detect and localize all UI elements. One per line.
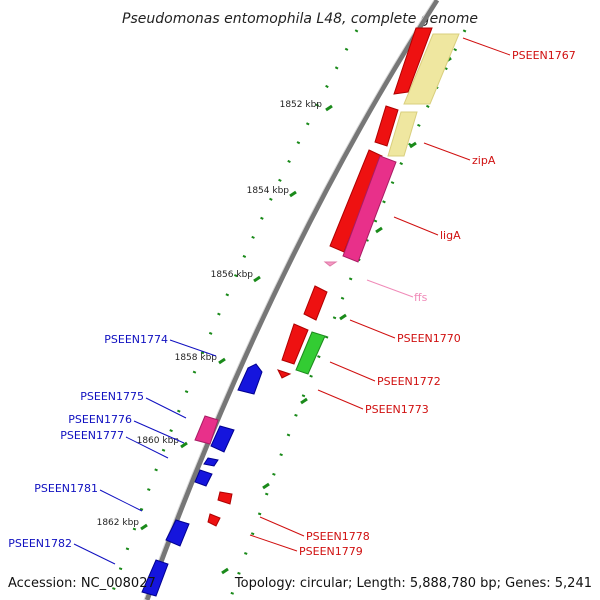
tick-label: 1852 kbp bbox=[280, 100, 323, 110]
gene-psee1780[interactable] bbox=[194, 469, 213, 487]
inner-scale-ring bbox=[108, 29, 359, 600]
leader-line bbox=[99, 489, 143, 512]
gene-label[interactable]: ligA bbox=[440, 229, 461, 242]
gene-zipA[interactable] bbox=[374, 105, 399, 147]
tick-mark bbox=[339, 313, 347, 321]
gene-label[interactable]: PSEEN1770 bbox=[397, 332, 461, 345]
tick-mark bbox=[409, 141, 417, 149]
gene-psee1772[interactable] bbox=[281, 323, 309, 365]
tick-label: 1854 kbp bbox=[247, 186, 290, 196]
gene-psee1774[interactable] bbox=[237, 363, 263, 395]
tick-mark bbox=[180, 441, 188, 449]
gene-psee1773[interactable] bbox=[277, 369, 292, 379]
map-title: Pseudomonas entomophila L48, complete ge… bbox=[122, 11, 478, 27]
leader-line bbox=[249, 534, 298, 552]
gene-feature[interactable] bbox=[387, 111, 418, 157]
forward-cds-track bbox=[207, 27, 433, 527]
gene-label[interactable]: PSEEN1772 bbox=[377, 375, 441, 388]
tick-mark bbox=[221, 567, 229, 575]
gene-label[interactable]: PSEEN1781 bbox=[34, 482, 98, 495]
topology-text: Topology: circular; Length: 5,888,780 bp… bbox=[234, 576, 592, 591]
leader-line bbox=[259, 516, 305, 537]
tick-mark bbox=[289, 190, 297, 198]
gene-psee1781[interactable] bbox=[165, 519, 190, 547]
reverse-leader-lines bbox=[73, 339, 217, 565]
leader-line bbox=[145, 397, 187, 419]
tick-mark bbox=[140, 523, 148, 531]
gene-label[interactable]: zipA bbox=[472, 154, 496, 167]
gene-psee1776[interactable] bbox=[210, 425, 235, 453]
gene-pink-bar[interactable] bbox=[342, 155, 397, 263]
leader-line bbox=[169, 339, 217, 357]
gene-psee1777[interactable] bbox=[203, 457, 219, 467]
tick-label: 1858 kbp bbox=[175, 353, 218, 363]
gene-label[interactable]: PSEEN1775 bbox=[80, 390, 144, 403]
gene-psee1767[interactable] bbox=[393, 27, 433, 95]
tick-mark bbox=[300, 397, 308, 405]
gene-label[interactable]: PSEEN1773 bbox=[365, 403, 429, 416]
gene-label[interactable]: PSEEN1777 bbox=[60, 429, 124, 442]
leader-line bbox=[393, 216, 439, 236]
tick-mark bbox=[325, 104, 333, 112]
gene-label[interactable]: PSEEN1782 bbox=[8, 537, 72, 550]
genome-backbone-highlight bbox=[143, 0, 435, 600]
gene-green-bar[interactable] bbox=[295, 331, 326, 375]
scale-ticks: 1852 kbp 1854 kbp 1856 kbp 1858 kbp 1860… bbox=[97, 56, 452, 575]
outer-scale-ring bbox=[228, 29, 467, 600]
gene-label[interactable]: PSEEN1767 bbox=[512, 49, 576, 62]
reverse-cds-track bbox=[141, 363, 263, 597]
forward-leader-lines bbox=[249, 37, 511, 552]
leader-line bbox=[317, 389, 364, 410]
gene-label[interactable]: PSEEN1774 bbox=[104, 333, 168, 346]
leader-line bbox=[366, 279, 414, 298]
gene-label[interactable]: PSEEN1776 bbox=[68, 413, 132, 426]
tick-label: 1860 kbp bbox=[137, 436, 180, 446]
gene-psee1775[interactable] bbox=[194, 415, 219, 445]
gene-label[interactable]: ffs bbox=[414, 291, 428, 304]
leader-line bbox=[125, 436, 169, 459]
leader-line bbox=[133, 420, 185, 444]
tick-mark bbox=[253, 275, 261, 283]
gene-psee1778[interactable] bbox=[217, 491, 233, 505]
tick-label: 1856 kbp bbox=[211, 270, 254, 280]
gene-label[interactable]: PSEEN1779 bbox=[299, 545, 363, 558]
outer-track-yellow bbox=[387, 33, 460, 157]
leader-line bbox=[73, 543, 116, 565]
tick-mark bbox=[262, 482, 270, 490]
leader-line bbox=[329, 361, 376, 382]
tick-mark bbox=[218, 357, 226, 365]
leader-line bbox=[462, 37, 511, 56]
tick-mark bbox=[375, 226, 383, 234]
leader-line bbox=[349, 319, 396, 339]
tick-label: 1862 kbp bbox=[97, 518, 140, 528]
gene-ffs[interactable] bbox=[323, 261, 338, 267]
accession-text: Accession: NC_008027 bbox=[8, 576, 156, 591]
gene-psee1770[interactable] bbox=[303, 285, 328, 321]
leader-line bbox=[423, 142, 471, 161]
genome-backbone bbox=[144, 0, 440, 600]
gene-psee1779[interactable] bbox=[207, 513, 221, 527]
gene-label[interactable]: PSEEN1778 bbox=[306, 530, 370, 543]
gene-feature[interactable] bbox=[403, 33, 460, 105]
gene-psee1782[interactable] bbox=[141, 559, 169, 597]
